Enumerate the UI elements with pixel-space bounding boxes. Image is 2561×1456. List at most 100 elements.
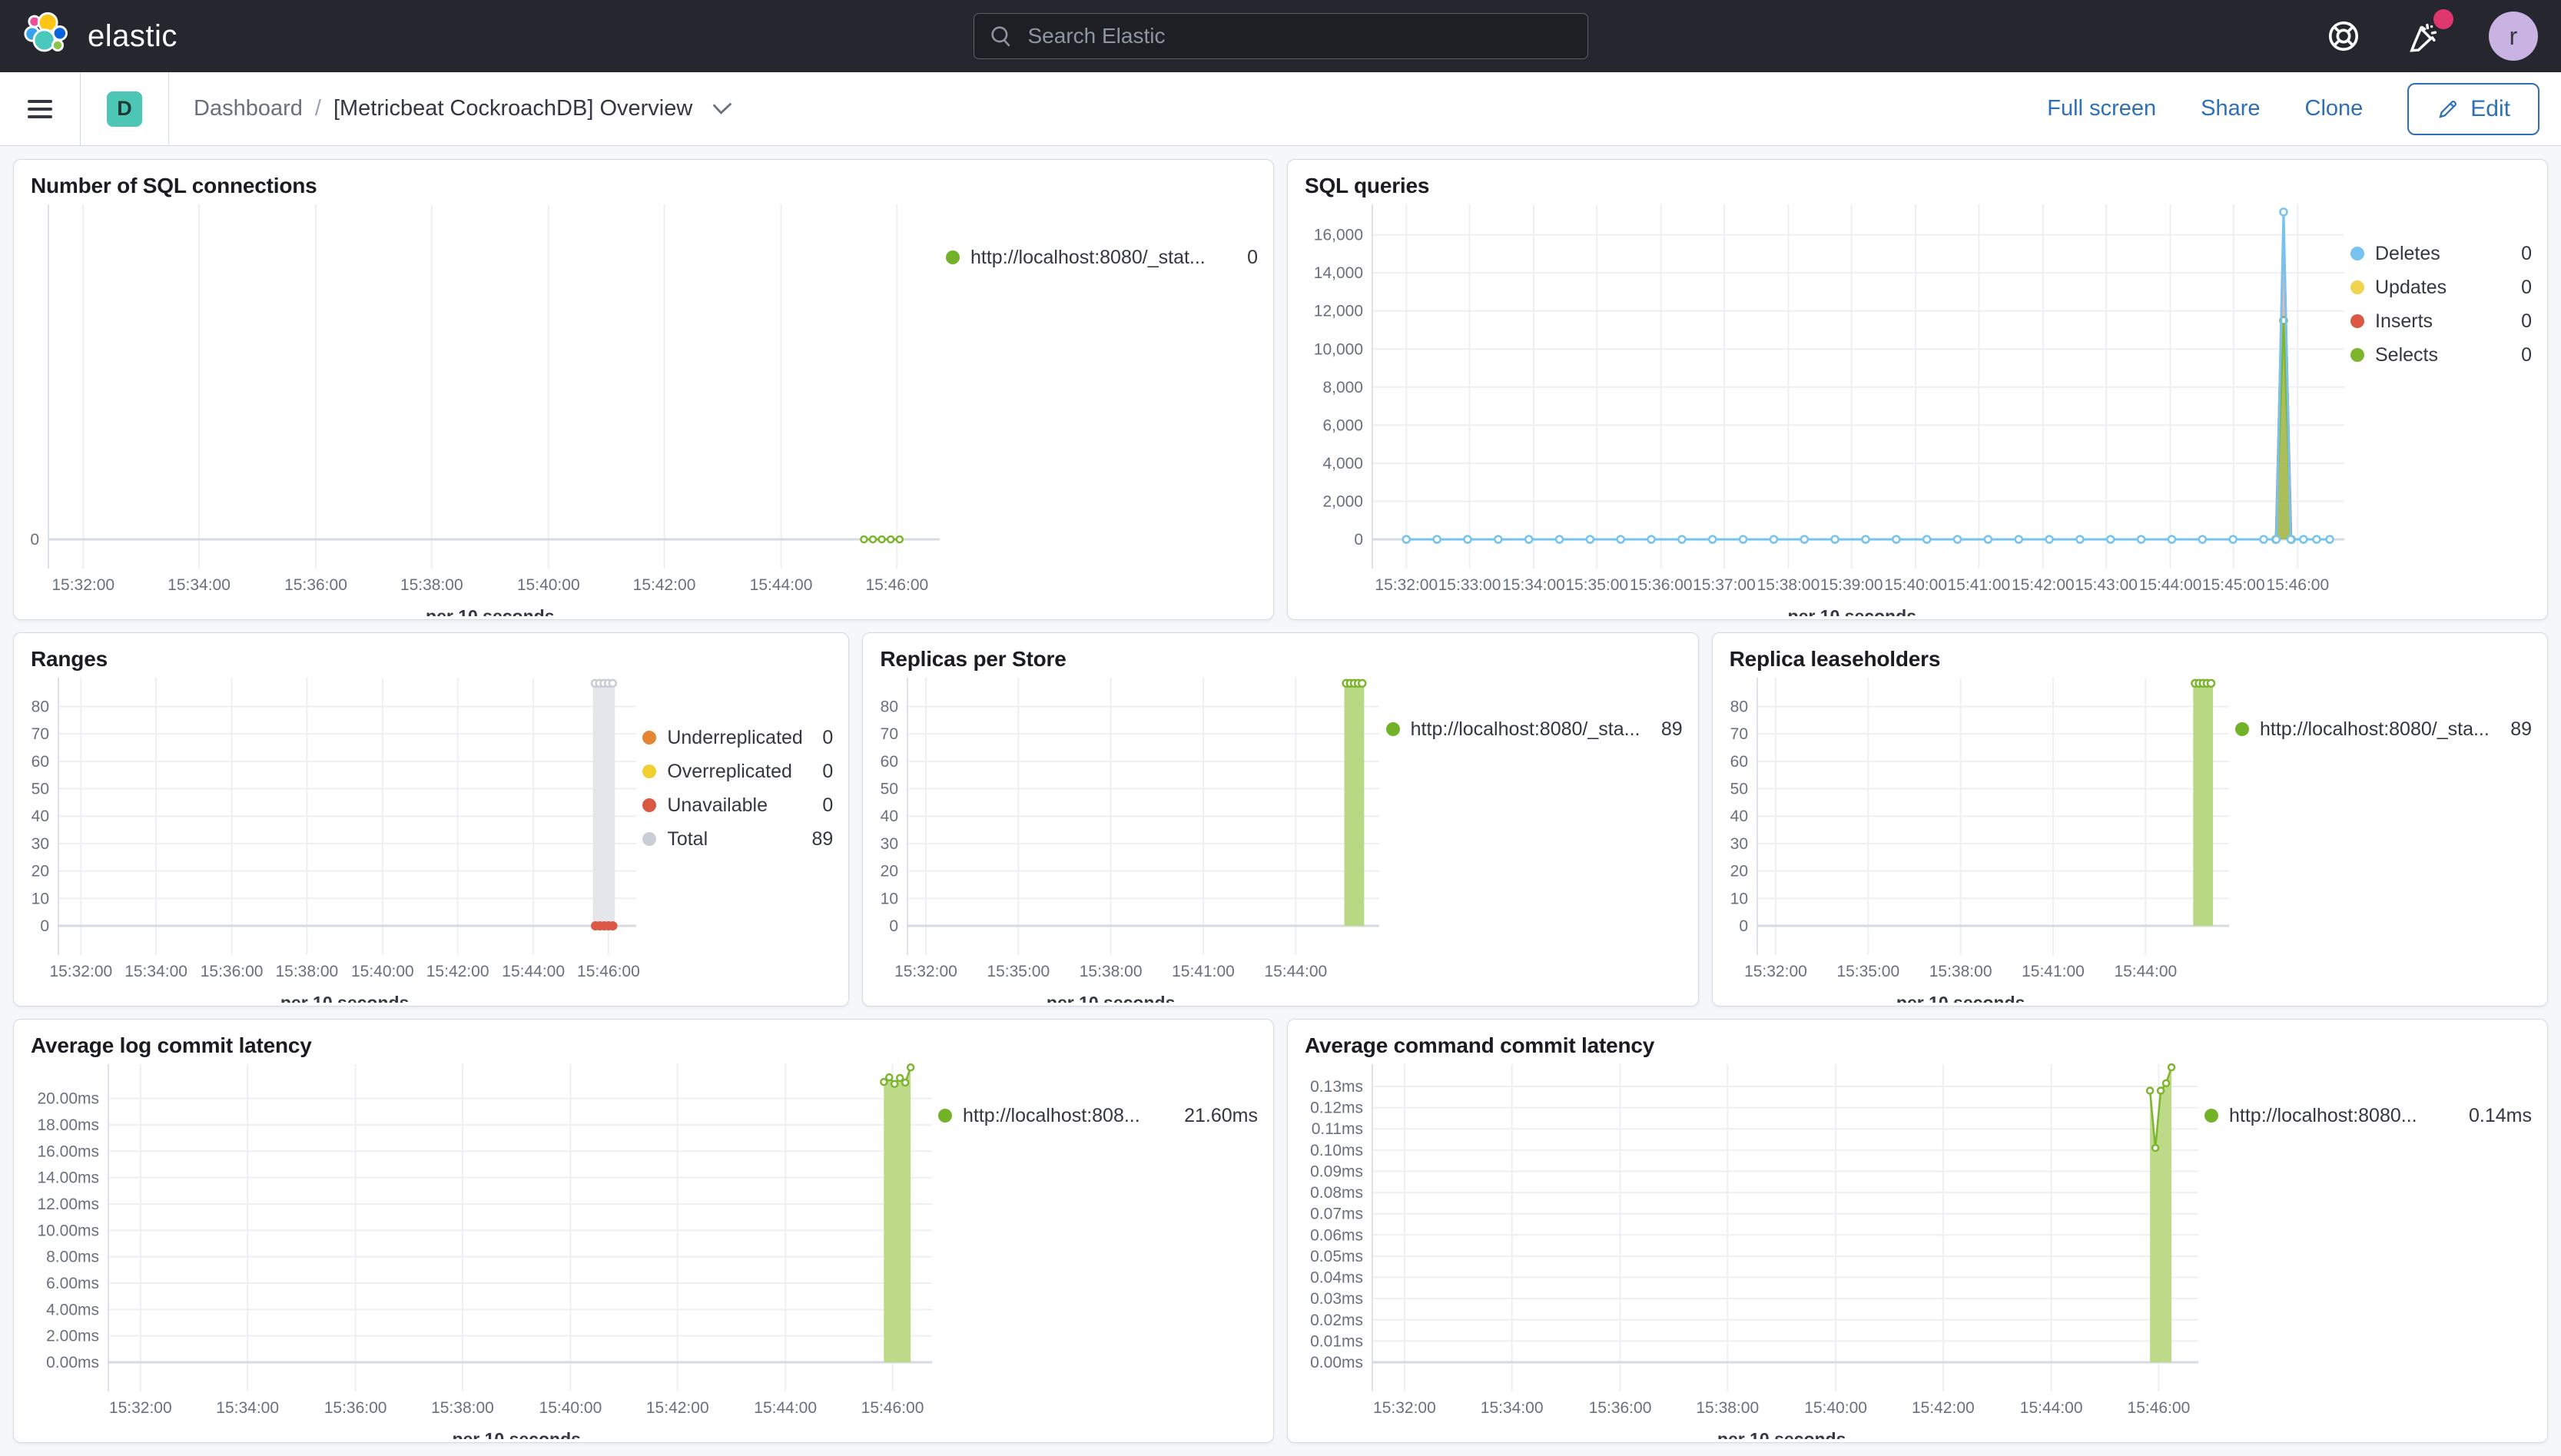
user-avatar[interactable]: r	[2489, 12, 2538, 61]
svg-text:14.00ms: 14.00ms	[37, 1169, 99, 1187]
svg-text:0: 0	[1739, 917, 1748, 935]
svg-text:8,000: 8,000	[1322, 379, 1363, 396]
newsfeed-icon[interactable]	[2407, 9, 2453, 54]
svg-text:15:40:00: 15:40:00	[1804, 1399, 1867, 1417]
svg-text:15:42:00: 15:42:00	[1912, 1399, 1975, 1417]
legend-item[interactable]: Inserts 0	[2350, 304, 2532, 338]
edit-button[interactable]: Edit	[2407, 82, 2539, 135]
svg-text:15:38:00: 15:38:00	[400, 576, 463, 594]
legend-series-label: http://localhost:8080/_stat...	[970, 246, 1206, 268]
svg-text:0: 0	[40, 917, 49, 935]
legend-series-label: http://localhost:8080/_sta...	[1410, 718, 1640, 740]
panel-title[interactable]: Average log commit latency	[31, 1033, 312, 1057]
svg-text:15:36:00: 15:36:00	[324, 1399, 387, 1417]
full-screen-button[interactable]: Full screen	[2047, 96, 2157, 121]
svg-text:per 10 seconds: per 10 seconds	[280, 993, 409, 1003]
svg-text:10,000: 10,000	[1314, 340, 1363, 358]
panel-title[interactable]: Replica leaseholders	[1729, 647, 1941, 671]
page-title[interactable]: [Metricbeat CockroachDB] Overview	[333, 96, 693, 121]
panel-title[interactable]: Ranges	[31, 647, 108, 671]
space-avatar[interactable]: D	[107, 91, 142, 127]
top-header: elastic r	[0, 0, 2561, 72]
clone-button[interactable]: Clone	[2304, 96, 2364, 121]
legend-series-value: 0.14ms	[2469, 1104, 2532, 1126]
share-button[interactable]: Share	[2201, 96, 2261, 121]
search-input[interactable]	[1026, 23, 1587, 49]
panel-number-of-sql-connections: Number of SQL connections 0 15:32:00 15:34…	[13, 159, 1274, 620]
panel-title[interactable]: Number of SQL connections	[31, 174, 317, 197]
svg-text:6,000: 6,000	[1322, 416, 1363, 434]
svg-text:8.00ms: 8.00ms	[46, 1249, 99, 1266]
chart-plot[interactable]: 0.00ms 2.00ms 4.00ms 6.00ms 8.00ms 10.00ms 12.…	[18, 1058, 938, 1439]
svg-text:per 10 seconds: per 10 seconds	[426, 606, 554, 616]
pencil-icon	[2439, 100, 2457, 118]
legend-item[interactable]: Updates 0	[2350, 270, 2532, 304]
svg-text:16.00ms: 16.00ms	[37, 1143, 99, 1160]
panel-title[interactable]: SQL queries	[1305, 174, 1430, 197]
legend-series-value: 0	[2521, 276, 2532, 298]
legend-item[interactable]: http://localhost:8080/_stat... 0	[946, 243, 1258, 272]
svg-text:10: 10	[1730, 890, 1747, 907]
svg-text:18.00ms: 18.00ms	[37, 1116, 99, 1134]
legend-item[interactable]: http://localhost:8080/_sta... 89	[1385, 715, 1683, 744]
chart-plot[interactable]: 0 10 20 30 40 50 60 70 80 15:32:00 15:35:00 15:38:0…	[1717, 672, 2235, 1003]
svg-text:0.02ms: 0.02ms	[1310, 1312, 1363, 1329]
svg-text:15:39:00: 15:39:00	[1820, 576, 1883, 594]
legend-item[interactable]: http://localhost:8080/_sta... 89	[2235, 715, 2532, 744]
chart-plot[interactable]: 0 15:32:00 15:34:00 15:36:00 15:38:00 15:40:0…	[18, 198, 946, 616]
svg-text:per 10 seconds: per 10 seconds	[1788, 606, 1916, 616]
svg-text:15:36:00: 15:36:00	[284, 576, 347, 594]
legend-item[interactable]: Total 89	[642, 822, 833, 856]
legend-series-value: 0	[2521, 343, 2532, 366]
svg-text:15:42:00: 15:42:00	[2012, 576, 2075, 594]
global-search[interactable]	[973, 13, 1588, 59]
menu-icon[interactable]	[0, 95, 80, 123]
divider	[80, 71, 81, 146]
svg-text:15:41:00: 15:41:00	[1947, 576, 2010, 594]
svg-text:15:44:00: 15:44:00	[2139, 576, 2202, 594]
chart-plot[interactable]: 0 10 20 30 40 50 60 70 80 15:32:00 15:34:00 15:36:0…	[18, 672, 642, 1003]
svg-text:15:44:00: 15:44:00	[502, 963, 565, 980]
legend-series-value: 21.60ms	[1184, 1104, 1258, 1126]
help-icon[interactable]	[2326, 18, 2361, 54]
svg-text:0.03ms: 0.03ms	[1310, 1290, 1363, 1308]
svg-text:20.00ms: 20.00ms	[37, 1090, 99, 1108]
svg-text:15:32:00: 15:32:00	[51, 576, 114, 594]
legend-series-value: 0	[822, 794, 834, 816]
svg-text:15:46:00: 15:46:00	[577, 963, 640, 980]
svg-text:per 10 seconds: per 10 seconds	[1047, 993, 1175, 1003]
legend-item[interactable]: http://localhost:8080... 0.14ms	[2204, 1101, 2532, 1130]
svg-text:0.10ms: 0.10ms	[1310, 1142, 1363, 1159]
elastic-logo-icon[interactable]	[23, 11, 74, 61]
legend-item[interactable]: Selects 0	[2350, 338, 2532, 372]
legend-item[interactable]: Overreplicated 0	[642, 755, 833, 788]
panel-title[interactable]: Average command commit latency	[1305, 1033, 1655, 1057]
legend-item[interactable]: Underreplicated 0	[642, 721, 833, 755]
svg-text:15:38:00: 15:38:00	[1080, 963, 1143, 980]
chart-plot[interactable]: 0.00ms 0.01ms 0.02ms 0.03ms 0.04ms 0.05ms 0.06…	[1292, 1058, 2204, 1439]
svg-text:15:32:00: 15:32:00	[894, 963, 957, 980]
legend-item[interactable]: Unavailable 0	[642, 788, 833, 822]
svg-text:0: 0	[30, 531, 39, 549]
svg-text:4,000: 4,000	[1322, 455, 1363, 473]
svg-text:0.00ms: 0.00ms	[46, 1354, 99, 1371]
legend-series-label: Inserts	[2375, 310, 2433, 332]
legend-series-label: http://localhost:8080...	[2229, 1104, 2417, 1126]
chart-plot[interactable]: 0 2,000 4,000 6,000 8,000 10,000 12,000 14,000 1…	[1292, 198, 2350, 616]
svg-text:15:36:00: 15:36:00	[1589, 1399, 1652, 1417]
svg-text:15:42:00: 15:42:00	[426, 963, 489, 980]
chart-plot[interactable]: 0 10 20 30 40 50 60 70 80 15:32:00 15:35:00 15:38:0…	[867, 672, 1385, 1003]
svg-text:per 10 seconds: per 10 seconds	[1896, 993, 2025, 1003]
legend-item[interactable]: Deletes 0	[2350, 237, 2532, 270]
svg-text:50: 50	[1730, 781, 1747, 798]
breadcrumb-dashboard[interactable]: Dashboard	[194, 96, 303, 121]
svg-text:0: 0	[1354, 531, 1363, 549]
panel-title[interactable]: Replicas per Store	[880, 647, 1067, 671]
chevron-down-icon[interactable]	[712, 101, 732, 117]
legend-series-label: http://localhost:8080/_sta...	[2260, 718, 2490, 740]
legend-item[interactable]: http://localhost:808... 21.60ms	[938, 1101, 1258, 1130]
svg-text:15:40:00: 15:40:00	[517, 576, 580, 594]
svg-text:6.00ms: 6.00ms	[46, 1275, 99, 1292]
svg-text:0: 0	[890, 917, 899, 935]
brand-name: elastic	[88, 18, 177, 53]
